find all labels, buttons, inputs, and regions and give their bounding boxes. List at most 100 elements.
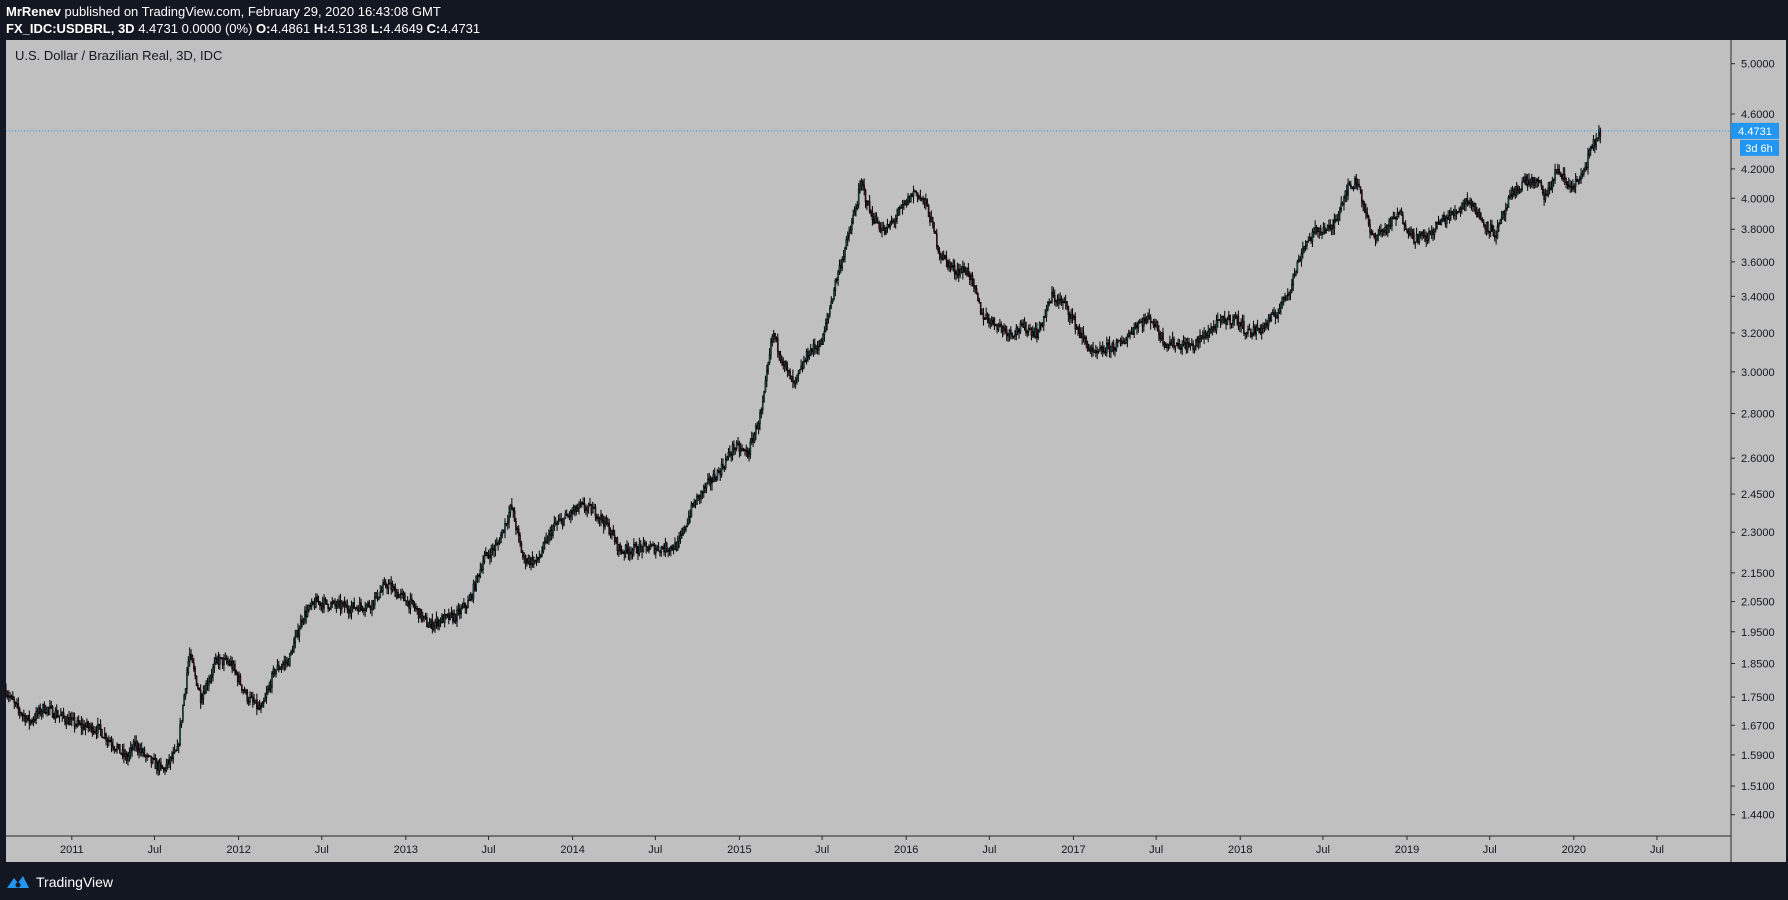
candle-body — [951, 266, 953, 268]
candle-body — [131, 747, 133, 751]
candle-body — [1525, 176, 1528, 185]
candle-body — [1223, 317, 1226, 322]
candle-body — [537, 556, 539, 561]
candle-body — [977, 293, 979, 301]
candle-body — [309, 605, 312, 607]
candle-body — [1062, 301, 1064, 304]
candle-body — [1031, 331, 1034, 336]
footer-brand[interactable]: TradingView — [6, 872, 113, 892]
candle-body — [952, 264, 955, 267]
candle-body — [1400, 210, 1403, 216]
candle-body — [626, 544, 628, 550]
candle-body — [61, 712, 64, 716]
candle-body — [1467, 202, 1470, 204]
candle-body — [735, 442, 738, 449]
candle-body — [1543, 192, 1545, 200]
candle-body — [1570, 185, 1573, 188]
plot-background[interactable] — [6, 40, 1731, 836]
candle-body — [866, 201, 868, 206]
candle-body — [668, 549, 671, 552]
author-name[interactable]: MrRenev — [6, 4, 61, 19]
candle-body — [435, 618, 438, 623]
candle-body — [205, 682, 207, 694]
candle-body — [1260, 328, 1263, 333]
candle-body — [1414, 241, 1417, 244]
candle-body — [334, 600, 336, 606]
candle-body — [560, 518, 562, 521]
footer-brand-text: TradingView — [36, 874, 114, 890]
symbol-info: FX_IDC:USDBRL, 3D 4.4731 0.0000 (0%) O:4… — [6, 21, 480, 36]
candle-body — [463, 603, 465, 608]
price-chart[interactable]: U.S. Dollar / Brazilian Real, 3D, IDC 5.… — [0, 40, 1788, 864]
candle-body — [1588, 150, 1591, 156]
candle-body — [1234, 315, 1237, 319]
price-axis[interactable] — [1731, 40, 1786, 862]
symbol-label: FX_IDC:USDBRL, 3D — [6, 21, 135, 36]
candle-body — [272, 669, 275, 674]
candle-body — [996, 325, 998, 331]
candle-body — [373, 596, 376, 606]
candle-body — [542, 542, 545, 553]
candle-body — [1108, 343, 1111, 353]
candle-body — [212, 667, 214, 676]
candle-body — [1443, 214, 1445, 220]
candle-body — [914, 190, 916, 193]
candle-body — [471, 594, 473, 599]
candle-body — [805, 351, 808, 361]
candle-body — [225, 657, 228, 663]
countdown-label: 3d 6h — [1745, 143, 1773, 155]
candle-body — [1178, 343, 1181, 349]
candle-body — [670, 545, 672, 551]
candle-body — [1333, 219, 1336, 229]
candle-body — [1000, 324, 1003, 327]
candle-body — [892, 220, 894, 222]
candle-body — [262, 701, 265, 704]
candle-body — [601, 514, 604, 522]
candle-body — [1026, 331, 1029, 334]
candle-body — [1219, 319, 1222, 323]
candle-body — [1144, 317, 1146, 323]
candle-body — [1012, 335, 1015, 338]
candle-body — [1493, 235, 1496, 238]
candle-body — [645, 542, 647, 547]
candle-body — [1518, 188, 1521, 193]
candle-body — [1437, 221, 1440, 224]
candle-body — [1278, 307, 1281, 313]
candle-body — [135, 741, 138, 747]
candle-body — [974, 285, 976, 289]
candle-body — [1236, 315, 1238, 319]
candle-body — [871, 211, 874, 221]
candle-body — [1197, 338, 1200, 343]
candle-body — [68, 717, 70, 726]
candle-body — [1376, 234, 1378, 241]
candle-body — [1488, 231, 1491, 233]
candle-body — [934, 231, 937, 234]
candle-body — [1380, 230, 1382, 232]
candle-body — [1271, 312, 1274, 315]
candle-body — [177, 744, 180, 747]
candle-body — [1255, 326, 1258, 335]
candle-body — [1463, 203, 1466, 205]
candle-body — [257, 705, 260, 709]
candle-body — [1251, 333, 1253, 337]
candle-body — [487, 554, 490, 557]
candle-body — [294, 636, 297, 644]
candle-body — [863, 184, 865, 191]
candle-body — [490, 548, 493, 559]
chart-area[interactable]: U.S. Dollar / Brazilian Real, 3D, IDC 5.… — [0, 40, 1788, 864]
time-axis[interactable] — [6, 836, 1731, 862]
candle-body — [195, 675, 198, 686]
candle-body — [227, 661, 229, 664]
candle-body — [593, 506, 595, 509]
candle-body — [146, 754, 148, 757]
close-label: C: — [426, 21, 441, 36]
candle-body — [1064, 301, 1067, 303]
candle-body — [1217, 319, 1219, 321]
candle-body — [1378, 230, 1381, 235]
candle-body — [79, 722, 81, 725]
candle-body — [970, 274, 972, 280]
candle-body — [1555, 169, 1558, 174]
candle-body — [1541, 185, 1544, 194]
candle-body — [12, 695, 14, 701]
candle-body — [528, 557, 531, 565]
